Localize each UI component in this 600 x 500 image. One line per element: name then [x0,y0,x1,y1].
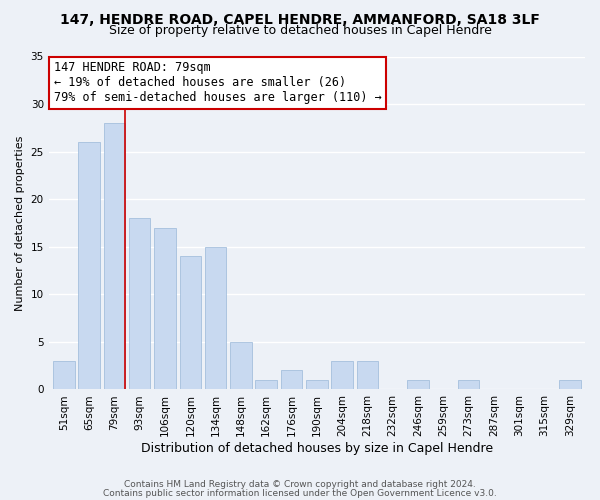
X-axis label: Distribution of detached houses by size in Capel Hendre: Distribution of detached houses by size … [141,442,493,455]
Bar [331,361,353,390]
Bar [559,380,581,390]
Bar [356,361,378,390]
Bar [458,380,479,390]
Bar [129,218,151,390]
Text: Contains HM Land Registry data © Crown copyright and database right 2024.: Contains HM Land Registry data © Crown c… [124,480,476,489]
Bar [256,380,277,390]
Bar [306,380,328,390]
Bar [281,370,302,390]
Text: 147 HENDRE ROAD: 79sqm
← 19% of detached houses are smaller (26)
79% of semi-det: 147 HENDRE ROAD: 79sqm ← 19% of detached… [54,62,382,104]
Bar [230,342,251,390]
Text: Contains public sector information licensed under the Open Government Licence v3: Contains public sector information licen… [103,488,497,498]
Bar [79,142,100,390]
Bar [179,256,201,390]
Y-axis label: Number of detached properties: Number of detached properties [15,136,25,310]
Text: 147, HENDRE ROAD, CAPEL HENDRE, AMMANFORD, SA18 3LF: 147, HENDRE ROAD, CAPEL HENDRE, AMMANFOR… [60,12,540,26]
Text: Size of property relative to detached houses in Capel Hendre: Size of property relative to detached ho… [109,24,491,37]
Bar [154,228,176,390]
Bar [205,247,226,390]
Bar [407,380,429,390]
Bar [53,361,74,390]
Bar [104,123,125,390]
